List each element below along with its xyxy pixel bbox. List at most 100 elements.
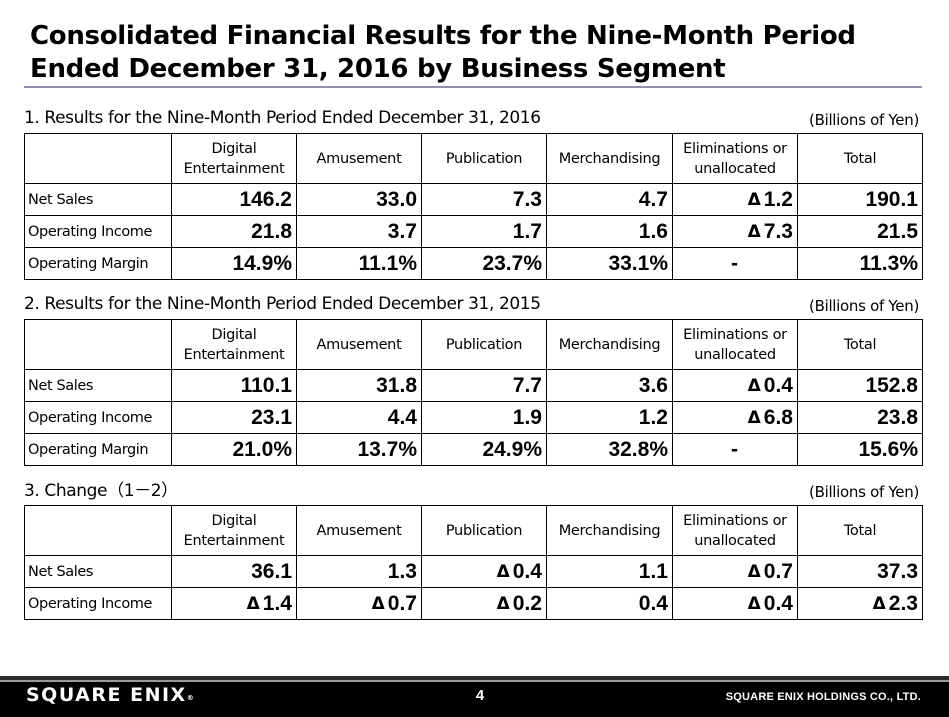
- cell-merchandising: 32.8%: [546, 433, 673, 466]
- header-eliminations: Eliminations or unallocated: [672, 319, 798, 370]
- row-label-operating-income: Operating Income: [24, 401, 172, 434]
- cell-amusement: 11.1%: [296, 247, 422, 280]
- table-row: Operating Income 23.1 4.4 1.9 1.2 Δ 6.8 2…: [24, 401, 923, 434]
- footer-rule-light: [0, 680, 949, 682]
- cell-publication: 24.9%: [421, 433, 547, 466]
- section-1-unit-label: (Billions of Yen): [809, 111, 919, 129]
- cell-eliminations: -: [672, 433, 798, 466]
- cell-digital: 36.1: [171, 555, 297, 588]
- results-2015-table: Digital Entertainment Amusement Publicati…: [24, 319, 923, 466]
- cell-publication: 1.9: [421, 401, 547, 434]
- cell-eliminations: Δ 1.2: [672, 183, 798, 216]
- cell-total: 152.8: [797, 369, 923, 402]
- cell-digital: Δ 1.4: [171, 587, 297, 620]
- cell-publication: 1.7: [421, 215, 547, 248]
- cell-digital: 23.1: [171, 401, 297, 434]
- cell-merchandising: 1.6: [546, 215, 673, 248]
- header-digital-entertainment: Digital Entertainment: [171, 133, 297, 184]
- header-blank-cell: [24, 505, 172, 556]
- delta-triangle-icon: Δ: [872, 593, 886, 614]
- cell-amusement: 13.7%: [296, 433, 422, 466]
- cell-publication: 7.3: [421, 183, 547, 216]
- header-merchandising: Merchandising: [546, 505, 673, 556]
- header-publication: Publication: [421, 319, 547, 370]
- cell-merchandising: 1.1: [546, 555, 673, 588]
- header-amusement: Amusement: [296, 319, 422, 370]
- cell-merchandising: 0.4: [546, 587, 673, 620]
- cell-merchandising: 33.1%: [546, 247, 673, 280]
- cell-publication: Δ 0.4: [421, 555, 547, 588]
- cell-publication: Δ 0.2: [421, 587, 547, 620]
- cell-eliminations: -: [672, 247, 798, 280]
- table-row: Net Sales 110.1 31.8 7.7 3.6 Δ 0.4 152.8: [24, 369, 923, 402]
- header-amusement: Amusement: [296, 505, 422, 556]
- cell-total: 23.8: [797, 401, 923, 434]
- cell-total: 11.3%: [797, 247, 923, 280]
- change-table: Digital Entertainment Amusement Publicati…: [24, 505, 923, 620]
- cell-total: Δ 2.3: [797, 587, 923, 620]
- header-total: Total: [797, 505, 923, 556]
- cell-eliminations: Δ 0.7: [672, 555, 798, 588]
- header-total: Total: [797, 133, 923, 184]
- cell-total: 190.1: [797, 183, 923, 216]
- square-enix-logo: SQUARE ENIX®: [26, 684, 194, 706]
- cell-digital: 21.0%: [171, 433, 297, 466]
- cell-digital: 14.9%: [171, 247, 297, 280]
- table-row: Operating Income 21.8 3.7 1.7 1.6 Δ 7.3 2…: [24, 215, 923, 248]
- cell-amusement: 1.3: [296, 555, 422, 588]
- page-number: 4: [475, 687, 485, 704]
- cell-amusement: 31.8: [296, 369, 422, 402]
- row-label-operating-margin: Operating Margin: [24, 247, 172, 280]
- header-merchandising: Merchandising: [546, 319, 673, 370]
- results-2016-table: Digital Entertainment Amusement Publicati…: [24, 133, 923, 280]
- section-3-title: 3. Change（1－2）: [24, 481, 178, 501]
- row-label-operating-margin: Operating Margin: [24, 433, 172, 466]
- header-blank-cell: [24, 319, 172, 370]
- cell-digital: 146.2: [171, 183, 297, 216]
- header-blank-cell: [24, 133, 172, 184]
- section-2-title: 2. Results for the Nine-Month Period End…: [24, 294, 541, 314]
- cell-total: 15.6%: [797, 433, 923, 466]
- cell-eliminations: Δ 0.4: [672, 587, 798, 620]
- delta-triangle-icon: Δ: [747, 407, 761, 428]
- company-name: SQUARE ENIX HOLDINGS CO., LTD.: [725, 691, 921, 703]
- delta-triangle-icon: Δ: [371, 593, 385, 614]
- cell-merchandising: 3.6: [546, 369, 673, 402]
- table-header-row: Digital Entertainment Amusement Publicati…: [24, 505, 923, 556]
- cell-amusement: Δ 0.7: [296, 587, 422, 620]
- table-header-row: Digital Entertainment Amusement Publicati…: [24, 133, 923, 184]
- header-amusement: Amusement: [296, 133, 422, 184]
- header-publication: Publication: [421, 133, 547, 184]
- delta-triangle-icon: Δ: [747, 375, 761, 396]
- table-row: Net Sales 146.2 33.0 7.3 4.7 Δ 1.2 190.1: [24, 183, 923, 216]
- footer-bar: [0, 682, 949, 717]
- cell-digital: 21.8: [171, 215, 297, 248]
- cell-eliminations: Δ 6.8: [672, 401, 798, 434]
- header-eliminations: Eliminations or unallocated: [672, 505, 798, 556]
- header-publication: Publication: [421, 505, 547, 556]
- row-label-net-sales: Net Sales: [24, 555, 172, 588]
- delta-triangle-icon: Δ: [747, 221, 761, 242]
- delta-triangle-icon: Δ: [246, 593, 260, 614]
- footer-rule-dark: [0, 676, 949, 680]
- cell-amusement: 33.0: [296, 183, 422, 216]
- header-total: Total: [797, 319, 923, 370]
- cell-digital: 110.1: [171, 369, 297, 402]
- cell-total: 37.3: [797, 555, 923, 588]
- delta-triangle-icon: Δ: [747, 561, 761, 582]
- delta-triangle-icon: Δ: [747, 593, 761, 614]
- header-eliminations: Eliminations or unallocated: [672, 133, 798, 184]
- table-row: Net Sales 36.1 1.3 Δ 0.4 1.1 Δ 0.7 37.3: [24, 555, 923, 588]
- row-label-operating-income: Operating Income: [24, 587, 172, 620]
- section-2-unit-label: (Billions of Yen): [809, 297, 919, 315]
- section-1-title: 1. Results for the Nine-Month Period End…: [24, 108, 541, 128]
- header-digital-entertainment: Digital Entertainment: [171, 505, 297, 556]
- cell-amusement: 4.4: [296, 401, 422, 434]
- table-header-row: Digital Entertainment Amusement Publicati…: [24, 319, 923, 370]
- cell-eliminations: Δ 7.3: [672, 215, 798, 248]
- cell-publication: 23.7%: [421, 247, 547, 280]
- delta-triangle-icon: Δ: [747, 189, 761, 210]
- cell-total: 21.5: [797, 215, 923, 248]
- header-digital-entertainment: Digital Entertainment: [171, 319, 297, 370]
- table-row: Operating Margin 14.9% 11.1% 23.7% 33.1%…: [24, 247, 923, 280]
